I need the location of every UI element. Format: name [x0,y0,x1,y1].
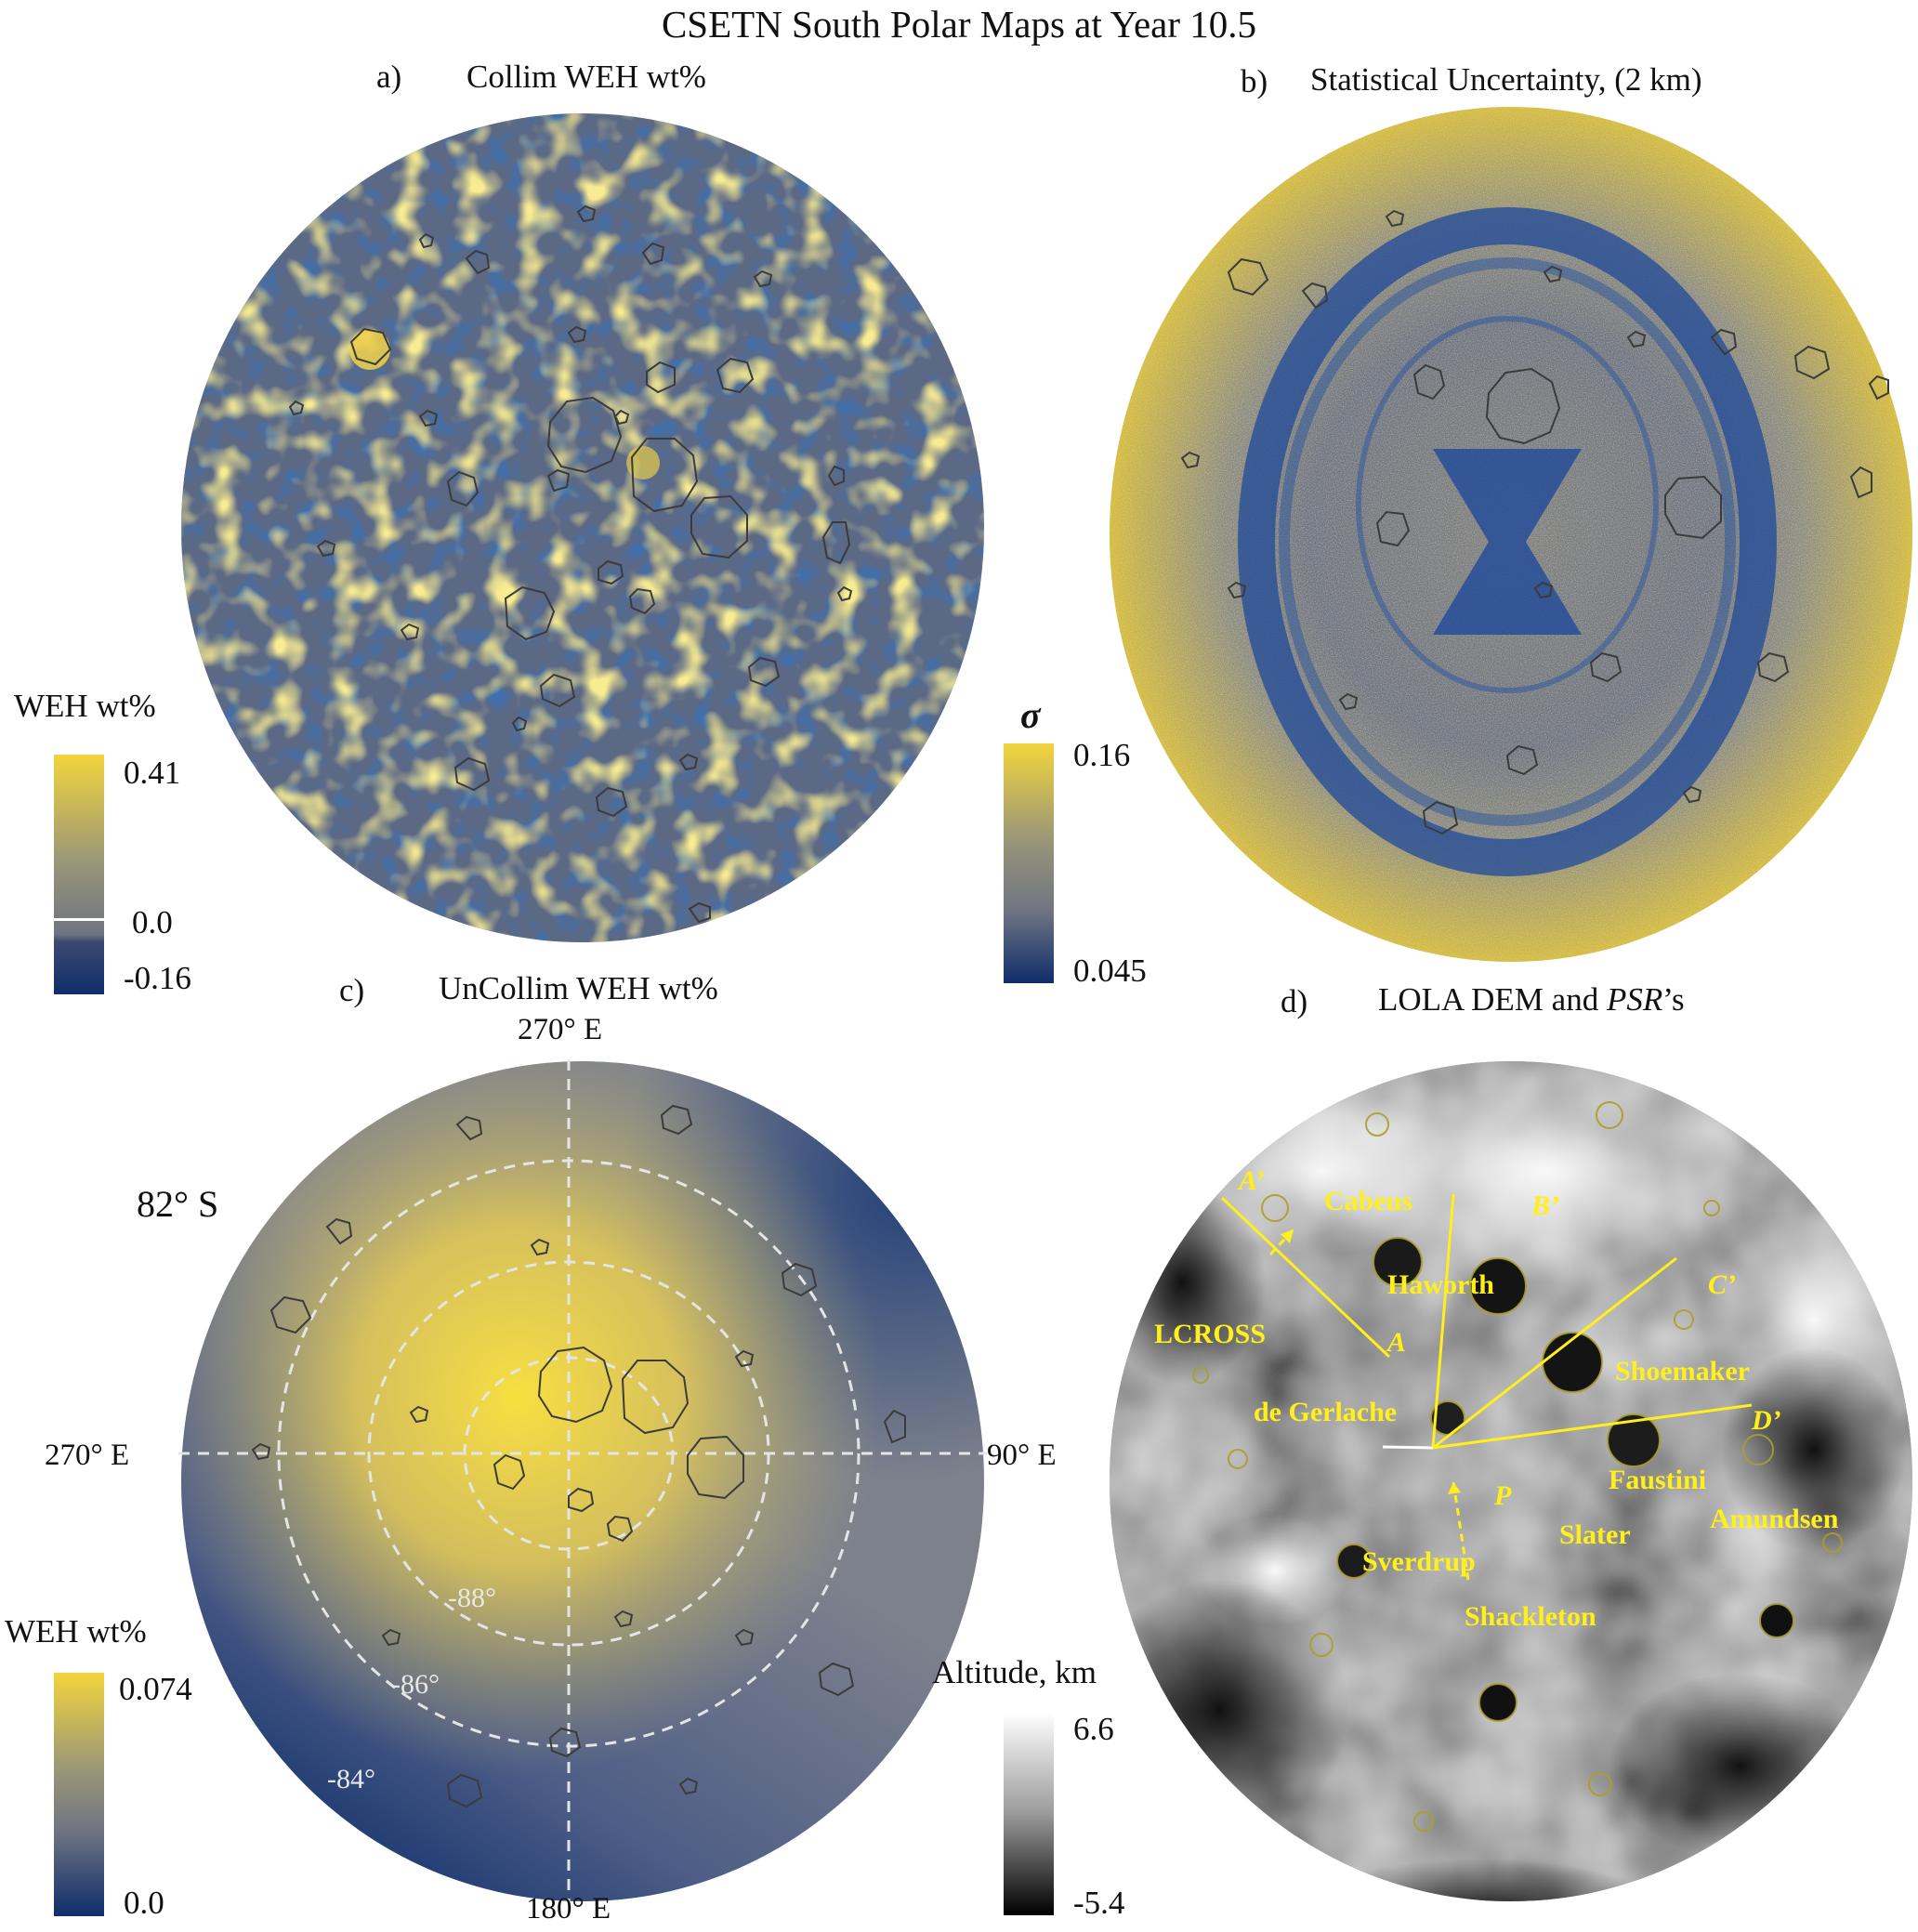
colorbar-a-zero: 0.0 [132,904,173,940]
label-p: P [1494,1480,1512,1511]
label-d-prime: D’ [1752,1405,1781,1436]
uncertainty-map [1110,107,1912,962]
arrow-heads [1281,1229,1461,1494]
label-shoemaker: Shoemaker [1615,1356,1750,1387]
psr-contours-d [1192,1101,1843,1832]
label-faustini: Faustini [1609,1465,1707,1495]
label-cabeus: Cabeus [1324,1186,1413,1216]
colorbar-c-max: 0.074 [119,1671,192,1707]
profile-line-pb [1431,1193,1455,1449]
panel-a-title: Collim WEH wt% [466,59,706,95]
colorbar-d-min: -5.4 [1073,1885,1125,1921]
colorbar-b-title: σ [1020,694,1041,736]
panel-a-letter: a) [376,59,402,95]
colorbar-d-max: 6.6 [1073,1711,1114,1747]
colorbar-d-title: Altitude, km [932,1654,1097,1690]
label-shackleton: Shackleton [1465,1601,1596,1632]
grid-label-top: 270° E [518,1013,603,1046]
colorbar-d [1004,1713,1054,1915]
colorbar-b [1004,743,1054,983]
profile-line-pd [1432,1403,1753,1450]
label-sverdrup: Sverdrup [1362,1546,1476,1577]
label-de-gerlache: de Gerlache [1254,1397,1398,1427]
panel-c-title: UnCollim WEH wt% [439,970,718,1006]
label-haworth: Haworth [1387,1269,1494,1300]
label-amundsen: Amundsen [1710,1504,1839,1534]
panel-b-letter: b) [1241,63,1268,99]
figure-title: CSETN South Polar Maps at Year 10.5 [661,3,1257,46]
colorbar-c-title: WEH wt% [5,1613,147,1649]
panel-c-letter: c) [339,972,365,1008]
colorbar-b-min: 0.045 [1073,953,1147,989]
colorbar-a-min: -0.16 [124,960,191,996]
label-a-prime: A’ [1239,1165,1265,1196]
uncollim-weh-map [178,1059,987,1903]
lola-dem-map [1110,1061,1912,1901]
colorbar-a-max: 0.41 [124,755,181,791]
psr-contours-c [251,1104,906,1808]
label-lcross: LCROSS [1154,1319,1267,1349]
label-c-prime: C’ [1708,1269,1736,1300]
colorbar-c-min: 0.0 [124,1885,164,1921]
lat-label-88: -88° [448,1583,496,1613]
lat-label-84: -84° [327,1764,375,1794]
panel-d-letter: d) [1281,983,1308,1019]
colorbar-b-max: 0.16 [1073,737,1131,773]
profile-line-aa [1220,1196,1391,1359]
label-slater: Slater [1559,1519,1631,1550]
profile-line-pc [1432,1256,1677,1450]
psr-contours [288,204,853,924]
panel-d-title: LOLA DEM and PSR’s [1378,981,1685,1018]
colorbar-a-zero-tick [54,918,104,921]
label-b-prime: B’ [1531,1190,1559,1221]
grid-lines [178,1059,987,1903]
grid-label-right: 90° E [987,1439,1057,1472]
colorbar-c [54,1673,104,1916]
colorbar-a [54,755,104,994]
label-a: A [1387,1327,1407,1358]
colorbar-a-title: WEH wt% [14,688,156,724]
lat-label-86: -86° [391,1669,440,1700]
profile-point-p [1382,1445,1434,1450]
panel-b-title: Statistical Uncertainty, (2 km) [1310,61,1702,98]
psr-contours-b [1180,209,1889,835]
grid-label-left: 270° E [45,1439,130,1472]
shackleton-arrow [1452,1481,1470,1581]
grid-label-82s: 82° S [137,1183,219,1225]
grid-label-bottom: 180° E [526,1892,611,1925]
collim-weh-map [181,113,984,942]
